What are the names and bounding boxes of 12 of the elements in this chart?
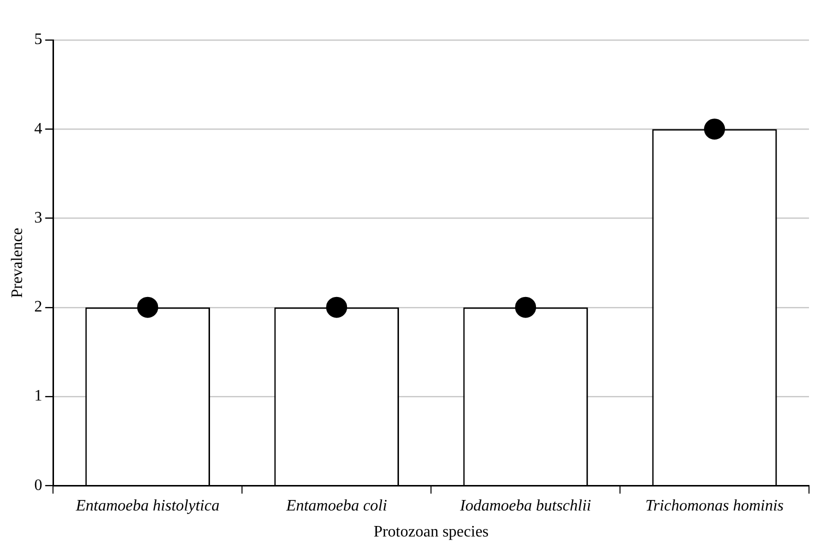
x-tick-label: Trichomonas hominis bbox=[645, 497, 784, 514]
x-tick-label: Entamoeba histolytica bbox=[74, 497, 220, 514]
y-tick-label: 4 bbox=[34, 120, 42, 138]
y-axis-title: Prevalence bbox=[8, 228, 26, 298]
x-tick-label: Entamoeba coli bbox=[285, 497, 388, 514]
x-axis-title: Protozoan species bbox=[374, 524, 489, 541]
y-tick-label: 3 bbox=[34, 209, 42, 226]
y-tick-label: 5 bbox=[34, 31, 42, 48]
y-tick-label: 0 bbox=[34, 476, 42, 494]
y-tick-label: 1 bbox=[34, 388, 42, 405]
x-tick-label: Iodamoeba butschlii bbox=[459, 497, 592, 514]
y-tick-label: 2 bbox=[34, 298, 42, 316]
